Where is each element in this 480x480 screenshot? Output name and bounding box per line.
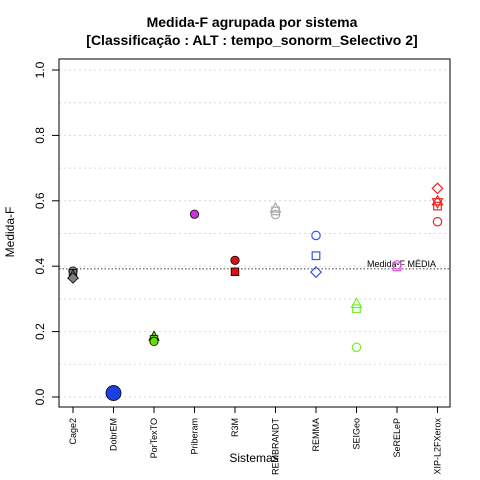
x-tick-label: R3M <box>230 418 240 437</box>
data-point-portexto-circle <box>149 336 159 347</box>
data-point-remma-circle <box>311 230 321 241</box>
chart-subtitle: [Classificação : ALT : tempo_sonorm_Sele… <box>86 32 417 48</box>
data-point-rembrandt-square <box>271 206 280 216</box>
reference-line-group: Medida-F MÉDIA <box>59 259 450 270</box>
x-tick-label: SEIGeo <box>352 418 362 450</box>
data-point-cage2-diamond <box>67 272 79 284</box>
grid <box>59 69 450 398</box>
data-point-xip-l2fxerox-circle <box>432 216 443 227</box>
data-point-r3m-square <box>230 267 240 276</box>
data-point-seigeo-circle <box>351 342 362 353</box>
x-tick-label: PorTexTO <box>149 418 159 458</box>
y-tick-label: 0.4 <box>33 258 47 275</box>
y-axis: 0.0 0.2 0.4 0.6 0.8 1.0 <box>33 61 59 405</box>
data-point-xip-l2fxerox-square <box>433 201 442 211</box>
x-tick-label: Cage2 <box>68 418 78 445</box>
chart-title: Medida-F agrupada por sistema <box>147 14 358 30</box>
y-axis-label: Medida-F <box>3 207 17 258</box>
data-point-dobrem-circle <box>105 385 122 401</box>
x-tick-label: DobrEM <box>109 418 119 451</box>
data-point-priberam-circle <box>189 209 200 219</box>
x-axis-label: Sistemas <box>229 451 278 465</box>
x-tick-label: REMMA <box>311 418 321 452</box>
y-tick-label: 0.0 <box>33 388 47 405</box>
x-tick-label: XIP-L2FXerox <box>433 418 443 475</box>
plot-frame <box>58 58 451 408</box>
y-tick-label: 1.0 <box>33 61 47 78</box>
data-point-seigeo-square <box>352 304 361 314</box>
data-point-xip-l2fxerox-triangle <box>431 194 444 206</box>
data-points <box>67 182 444 401</box>
data-point-remma-diamond <box>309 266 323 279</box>
x-tick-label: Priberam <box>190 418 200 455</box>
data-point-remma-square <box>311 251 321 261</box>
x-tick-label: REMBRANDT <box>271 418 281 476</box>
data-point-rembrandt-circle <box>270 209 281 220</box>
data-point-xip-l2fxerox-triangle-down <box>431 198 444 209</box>
data-point-xip-l2fxerox-diamond <box>431 182 444 195</box>
y-tick-label: 0.2 <box>33 323 47 340</box>
x-tick-label: SeRELeP <box>392 418 402 458</box>
data-point-serelep-square <box>392 262 402 272</box>
y-tick-label: 0.6 <box>33 192 47 209</box>
y-tick-label: 0.8 <box>33 127 47 144</box>
data-point-seigeo-triangle <box>350 297 363 309</box>
data-point-r3m-circle <box>230 255 240 265</box>
x-axis: Cage2 DobrEM PorTexTO Priberam R3M REMBRANDT R… <box>68 407 443 475</box>
